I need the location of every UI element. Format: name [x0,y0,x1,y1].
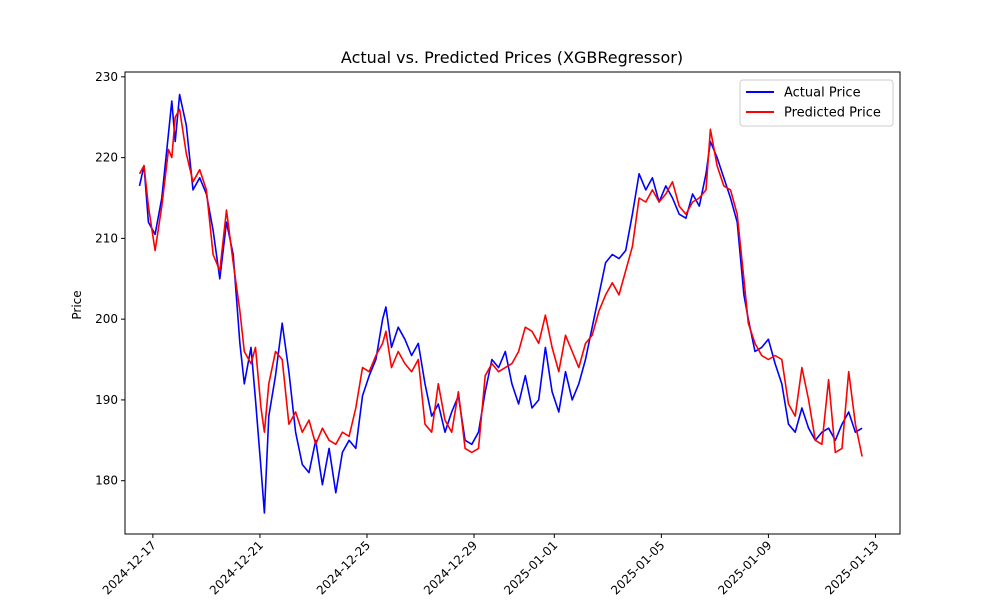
legend-box [739,79,894,127]
y-tick-label: 200 [95,312,118,326]
y-axis: 180 190 200 210 220 230 [95,70,125,488]
y-tick-label: 220 [95,151,118,165]
plot-frame [124,71,901,535]
y-tick-label: 180 [95,474,118,488]
chart-title: Actual vs. Predicted Prices (XGBRegresso… [341,48,683,67]
legend: Actual Price Predicted Price [739,79,894,127]
y-tick-label: 230 [95,70,118,84]
y-tick-label: 210 [95,231,118,245]
legend-label: Actual Price [784,86,861,101]
series-line-predicted-price [138,108,863,457]
series-layer [138,93,863,514]
y-tick-label: 190 [95,393,118,407]
y-axis-title: Price [70,290,84,319]
legend-label: Predicted Price [784,106,881,121]
series-line-actual-price [138,93,863,514]
